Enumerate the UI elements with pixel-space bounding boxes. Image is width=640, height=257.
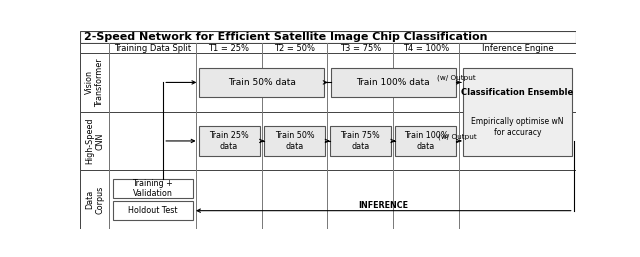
Text: Data
Corpus: Data Corpus <box>85 185 104 214</box>
Bar <box>80 53 109 112</box>
Text: Empirically optimise wN
for accuracy: Empirically optimise wN for accuracy <box>471 117 564 137</box>
Bar <box>199 68 324 97</box>
Text: Train 100%
data: Train 100% data <box>404 131 448 151</box>
Bar <box>80 112 576 170</box>
Text: Vision
Transformer: Vision Transformer <box>85 58 104 107</box>
Bar <box>264 126 325 156</box>
Bar <box>330 126 391 156</box>
Text: Holdout Test: Holdout Test <box>128 206 177 215</box>
Text: T1 = 25%: T1 = 25% <box>209 44 250 53</box>
Bar <box>80 170 576 229</box>
Bar <box>396 126 456 156</box>
Bar <box>80 43 576 53</box>
Text: T4 = 100%: T4 = 100% <box>403 44 449 53</box>
Bar <box>331 68 456 97</box>
Text: Inference Engine: Inference Engine <box>481 44 553 53</box>
Text: Train 50% data: Train 50% data <box>228 78 296 87</box>
Text: Training Data Split: Training Data Split <box>115 44 191 53</box>
Text: (w/ Output: (w/ Output <box>438 75 476 81</box>
Text: Train 25%
data: Train 25% data <box>209 131 249 151</box>
Text: Train 50%
data: Train 50% data <box>275 131 314 151</box>
Bar <box>463 68 572 156</box>
Text: (w/ Output: (w/ Output <box>438 133 477 140</box>
Text: Train 100% data: Train 100% data <box>356 78 430 87</box>
Text: Train 75%
data: Train 75% data <box>340 131 380 151</box>
Bar <box>113 201 193 220</box>
Bar <box>80 112 109 170</box>
Bar <box>198 126 259 156</box>
Text: T2 = 50%: T2 = 50% <box>274 44 315 53</box>
Text: High-Speed
CNN: High-Speed CNN <box>85 118 104 164</box>
Bar <box>80 53 576 112</box>
Text: INFERENCE: INFERENCE <box>358 200 408 209</box>
Bar <box>113 179 193 198</box>
Text: 2-Speed Network for Efficient Satellite Image Chip Classification: 2-Speed Network for Efficient Satellite … <box>84 32 488 42</box>
Bar <box>80 31 576 43</box>
Bar <box>80 170 109 229</box>
Text: Classification Ensemble: Classification Ensemble <box>461 88 573 97</box>
Text: Training +
Validation: Training + Validation <box>132 179 173 198</box>
Text: T3 = 75%: T3 = 75% <box>340 44 381 53</box>
